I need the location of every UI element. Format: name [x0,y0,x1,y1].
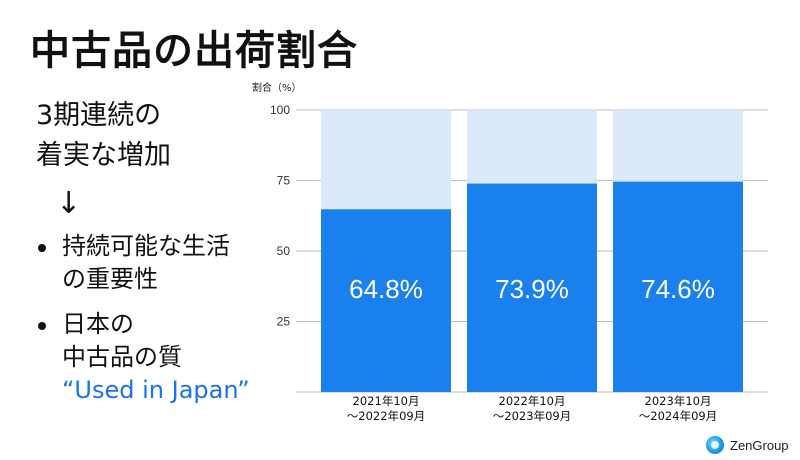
bar [321,209,451,392]
y-axis-label: 割合（%） [252,81,302,94]
bullet-dot-icon [38,322,46,330]
down-arrow-icon: ↓ [56,186,82,221]
lead-text: 3期連続の 着実な増加 [36,96,171,176]
page-title: 中古品の出荷割合 [30,28,358,74]
y-tick-label: 75 [277,174,291,188]
bullet-accent-line: “Used in Japan” [62,376,250,404]
bullet-item-quality: 日本の 中古品の質 “Used in Japan” [36,308,250,407]
bullet-dot-icon [38,244,46,252]
y-tick-label: 100 [270,103,290,117]
zengroup-logo-icon [706,436,724,454]
x-tick-label: 2022年10月 [499,394,566,408]
company-logo: ZenGroup [706,436,789,454]
bullet-line: 中古品の質 [62,343,182,371]
x-tick-label: ～2024年09月 [639,409,717,423]
x-tick-label: 2023年10月 [645,394,712,408]
bullet-line: 持続可能な生活 [62,232,230,260]
lead-line-2: 着実な増加 [36,140,171,171]
bullet-item-sustainability: 持続可能な生活 の重要性 [36,230,250,296]
x-tick-label: ～2023年09月 [493,409,571,423]
data-label: 64.8% [349,274,423,304]
y-tick-label: 50 [277,244,291,258]
x-tick-label: ～2022年09月 [347,409,425,423]
data-label: 74.6% [641,274,715,304]
logo-text: ZenGroup [730,437,789,453]
data-label: 73.9% [495,274,569,304]
bullet-list: 持続可能な生活 の重要性 日本の 中古品の質 “Used in Japan” [36,230,250,419]
x-tick-label: 2021年10月 [353,394,420,408]
bullet-line: 日本の [62,310,134,338]
lead-line-1: 3期連続の [36,100,162,131]
y-tick-label: 25 [277,315,291,329]
bar [613,181,743,392]
bar [467,183,597,392]
bullet-line: の重要性 [62,265,158,293]
